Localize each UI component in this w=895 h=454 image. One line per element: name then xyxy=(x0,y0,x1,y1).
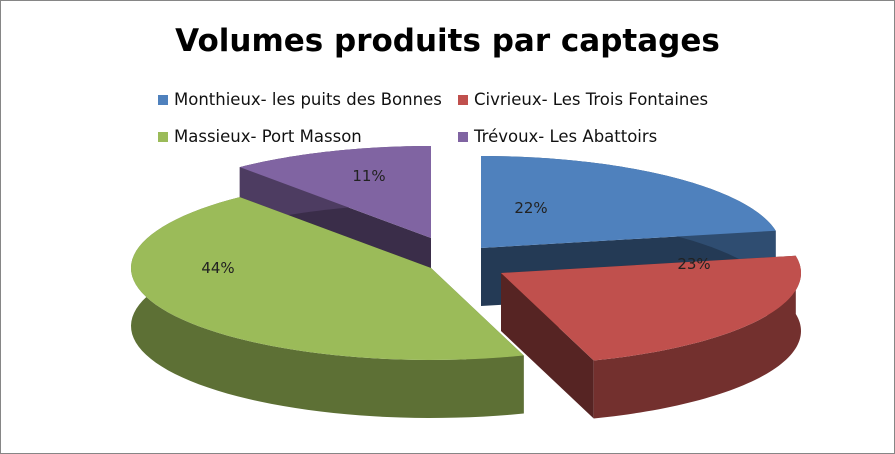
slice-top xyxy=(501,255,801,361)
legend-label: Massieux- Port Masson xyxy=(174,127,362,146)
data-label: 44% xyxy=(201,259,234,277)
slice-top xyxy=(131,197,524,360)
pie-slice xyxy=(131,197,524,418)
legend-item: Massieux- Port Masson xyxy=(158,127,362,146)
chart-title: Volumes produits par captages xyxy=(175,23,720,59)
legend-item: Monthieux- les puits des Bonnes xyxy=(158,90,442,109)
legend-swatch xyxy=(158,94,168,105)
data-label: 11% xyxy=(352,167,385,185)
legend-swatch xyxy=(458,131,468,142)
legend-item: Civrieux- Les Trois Fontaines xyxy=(458,90,708,109)
legend-label: Civrieux- Les Trois Fontaines xyxy=(474,90,709,109)
slice-outer-wall xyxy=(593,255,801,419)
pie-slice xyxy=(501,255,801,419)
legend-label: Monthieux- les puits des Bonnes xyxy=(174,90,442,109)
legend-swatch xyxy=(458,94,468,105)
legend-swatch xyxy=(158,131,168,142)
slice-side-wall xyxy=(501,273,594,419)
slice-top xyxy=(239,146,431,238)
data-label: 22% xyxy=(514,199,547,217)
legend-item: Trévoux- Les Abattoirs xyxy=(458,127,657,146)
data-label: 23% xyxy=(677,255,710,273)
legend-label: Trévoux- Les Abattoirs xyxy=(474,127,658,146)
slice-top xyxy=(481,156,776,248)
